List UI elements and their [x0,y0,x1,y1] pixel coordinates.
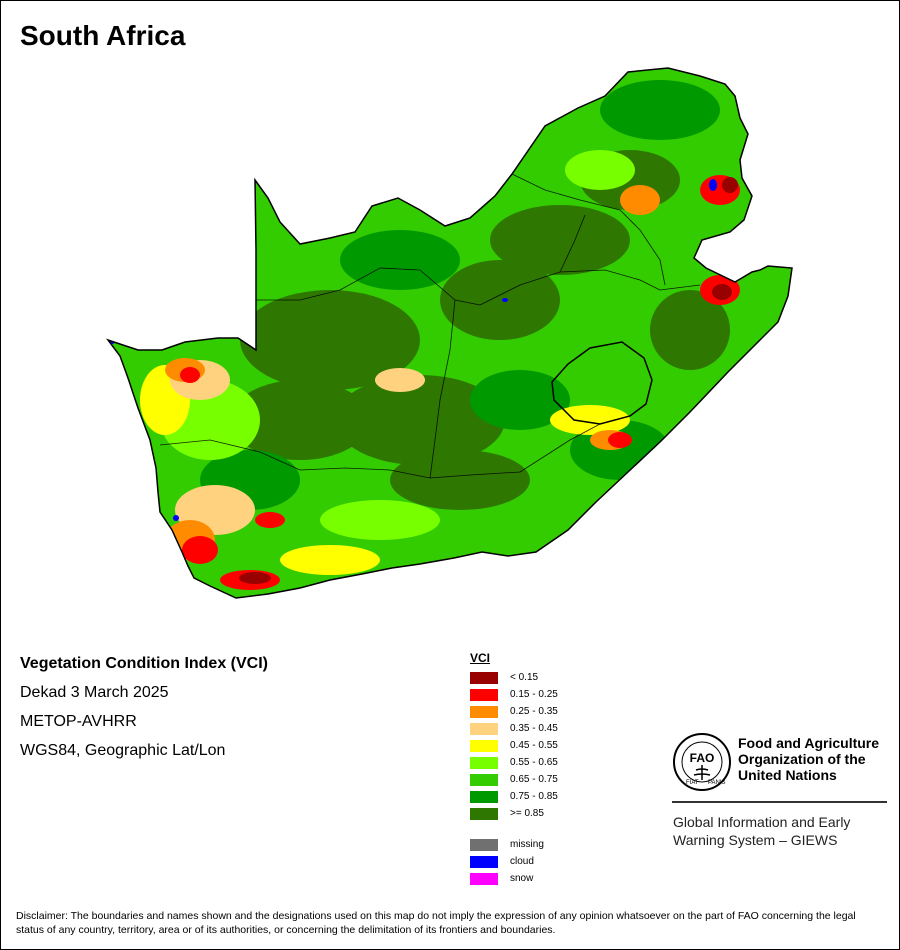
legend-label: >= 0.85 [510,808,544,819]
legend-swatch [470,773,498,786]
legend-item: missing [470,836,558,853]
giews-line: Warning System – GIEWS [673,832,838,848]
legend-swatch [470,722,498,735]
fao-divider [672,801,887,803]
fao-name-line: Food and Agriculture [738,735,880,751]
legend-item: 0.45 - 0.55 [470,737,558,754]
fao-name-line: Organization of the [738,751,866,767]
legend-label: 0.75 - 0.85 [510,791,558,802]
map-info: Vegetation Condition Index (VCI) Dekad 3… [20,655,268,771]
legend-label: missing [510,839,544,850]
fao-name-line: United Nations [738,767,837,783]
sensor-name: METOP-AVHRR [20,713,137,730]
dekad-date: Dekad 3 March 2025 [20,684,169,701]
legend-label: snow [510,873,534,884]
legend-item: >= 0.85 [470,805,558,822]
projection: WGS84, Geographic Lat/Lon [20,742,226,759]
legend-classes: < 0.15 0.15 - 0.25 0.25 - 0.35 0.35 - 0.45 0… [470,669,558,822]
legend-swatch [470,807,498,820]
legend-item: snow [470,870,558,887]
legend-swatch [470,705,498,718]
legend-label: 0.45 - 0.55 [510,740,558,751]
legend-label: 0.35 - 0.45 [510,723,558,734]
legend-item: 0.35 - 0.45 [470,720,558,737]
legend-label: < 0.15 [510,672,539,683]
fao-motto-left: FIAT [686,780,699,786]
fao-motto-right: PANIS [708,780,726,786]
legend-item: 0.65 - 0.75 [470,771,558,788]
map-title: South Africa [20,20,186,51]
fao-name: Food and Agriculture Organization of the… [738,735,898,783]
legend-swatch [470,872,498,885]
disclaimer: Disclaimer: The boundaries and names sho… [16,910,856,936]
legend-item: < 0.15 [470,669,558,686]
legend-label: 0.55 - 0.65 [510,757,558,768]
vci-map [107,67,793,599]
vci-legend: VCI < 0.15 0.15 - 0.25 0.25 - 0.35 0.35 - 0… [470,651,558,887]
legend-swatch [470,855,498,868]
legend-swatch [470,671,498,684]
legend-label: 0.65 - 0.75 [510,774,558,785]
svg-text:FAO: FAO [690,751,715,765]
legend-item: 0.25 - 0.35 [470,703,558,720]
legend-swatch [470,790,498,803]
giews-label: Global Information and Early Warning Sys… [673,813,893,849]
legend-label: cloud [510,856,534,867]
legend-item: 0.55 - 0.65 [470,754,558,771]
legend-label: 0.25 - 0.35 [510,706,558,717]
legend-item: 0.75 - 0.85 [470,788,558,805]
legend-swatch [470,688,498,701]
map-area [107,67,793,599]
legend-label: 0.15 - 0.25 [510,689,558,700]
giews-line: Global Information and Early [673,814,851,830]
legend-swatch [470,756,498,769]
legend-swatch [470,739,498,752]
legend-swatch [470,838,498,851]
legend-special: missing cloud snow [470,836,558,887]
legend-item: 0.15 - 0.25 [470,686,558,703]
fao-emblem-icon: FAO FIAT PANIS [672,732,732,797]
legend-item: cloud [470,853,558,870]
index-name: Vegetation Condition Index (VCI) [20,655,268,672]
legend-title: VCI [470,651,491,665]
